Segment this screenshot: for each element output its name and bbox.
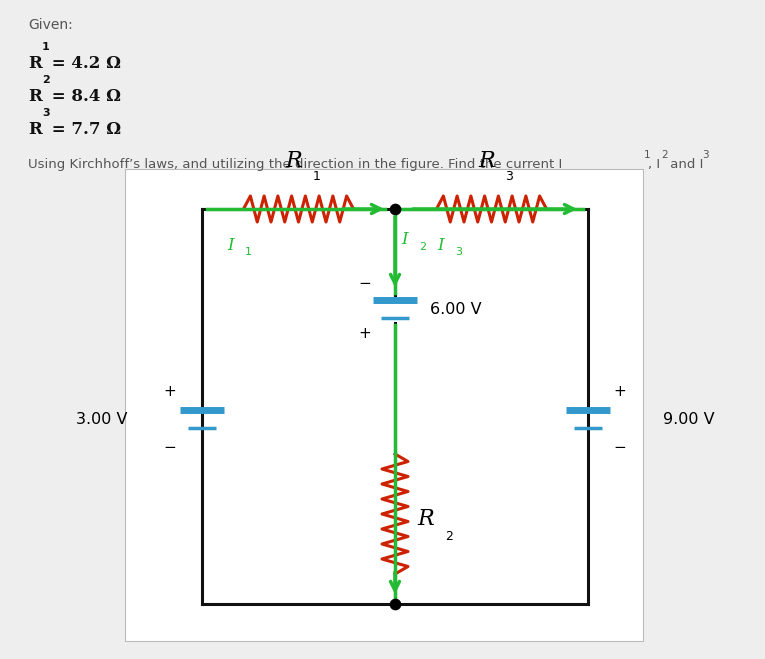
Text: R: R <box>285 150 302 172</box>
Point <box>389 599 401 610</box>
Text: 1: 1 <box>42 42 50 52</box>
Text: 1: 1 <box>313 171 321 183</box>
Text: I: I <box>401 231 408 248</box>
Text: Using Kirchhoff’s laws, and utilizing the direction in the figure. Find the curr: Using Kirchhoff’s laws, and utilizing th… <box>28 158 562 171</box>
FancyBboxPatch shape <box>125 169 643 641</box>
Text: R: R <box>28 88 42 105</box>
Text: +: + <box>614 384 627 399</box>
Text: 3: 3 <box>702 150 709 160</box>
Text: +: + <box>359 326 371 341</box>
Text: = 7.7 Ω: = 7.7 Ω <box>46 121 121 138</box>
Text: −: − <box>359 277 371 291</box>
Text: 3: 3 <box>506 171 513 183</box>
Text: I: I <box>437 237 444 254</box>
Text: R: R <box>28 55 42 72</box>
Text: and I: and I <box>666 158 703 171</box>
Text: I: I <box>227 237 233 254</box>
Text: 2: 2 <box>42 75 50 85</box>
Text: 1: 1 <box>643 150 650 160</box>
Text: = 8.4 Ω: = 8.4 Ω <box>46 88 121 105</box>
Text: R: R <box>28 121 42 138</box>
Text: 9.00 V: 9.00 V <box>663 411 715 426</box>
Text: R: R <box>478 150 495 172</box>
Text: R: R <box>417 508 434 530</box>
Text: , I: , I <box>649 158 661 171</box>
Text: −: − <box>164 440 177 455</box>
Text: 3: 3 <box>42 108 50 118</box>
Text: 2: 2 <box>445 529 453 542</box>
Text: 1: 1 <box>245 247 252 257</box>
Text: +: + <box>164 384 177 399</box>
Point <box>389 204 401 214</box>
Text: 6.00 V: 6.00 V <box>430 302 482 316</box>
Text: 2: 2 <box>661 150 668 160</box>
Text: 3: 3 <box>455 247 462 257</box>
Text: 3.00 V: 3.00 V <box>76 411 127 426</box>
Text: = 4.2 Ω: = 4.2 Ω <box>46 55 121 72</box>
Text: Given:: Given: <box>28 18 73 32</box>
Text: −: − <box>614 440 627 455</box>
Text: 2: 2 <box>419 242 426 252</box>
